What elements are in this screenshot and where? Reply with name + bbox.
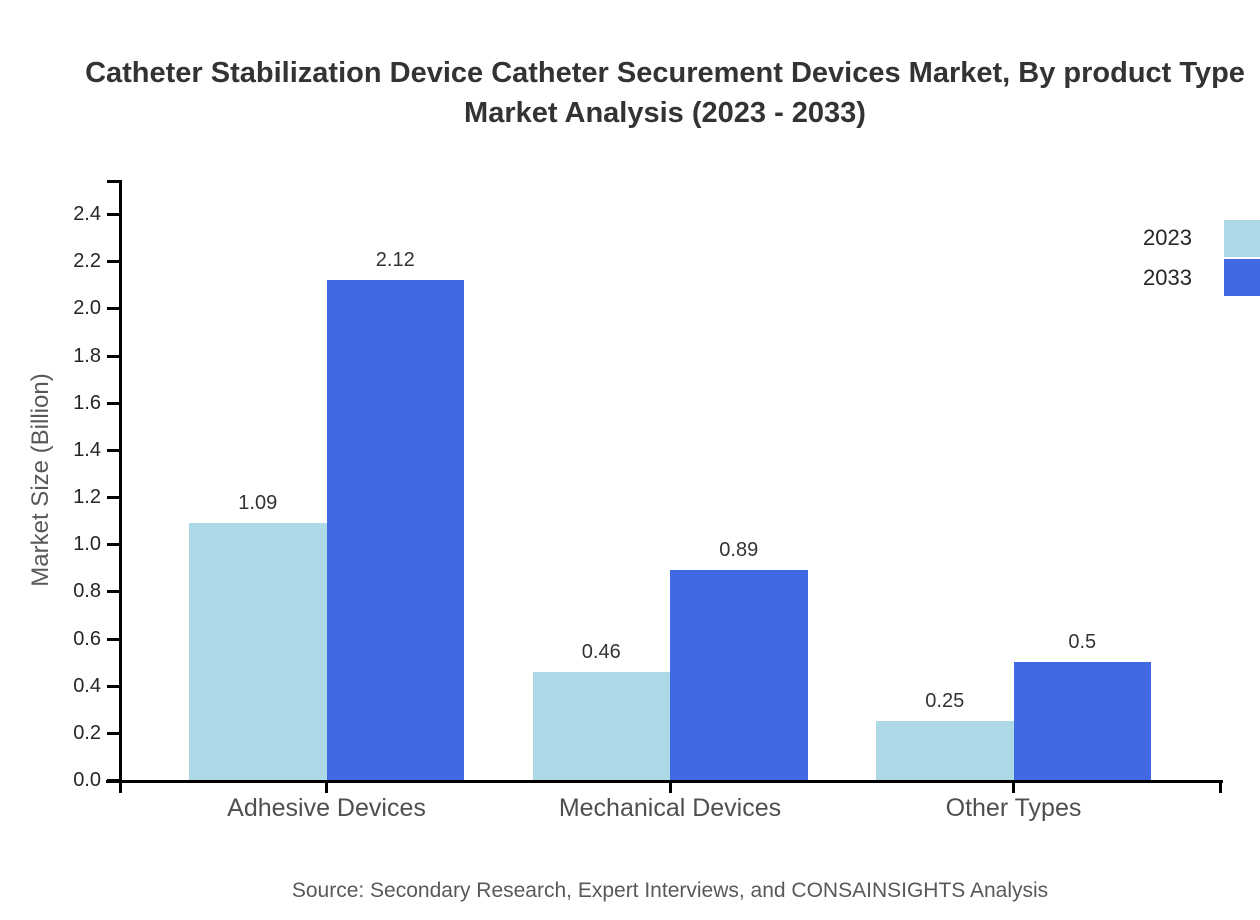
x-axis-spine — [106, 780, 1223, 783]
y-axis-tick-mark — [107, 731, 119, 735]
y-axis-tick-label: 2.4 — [73, 203, 101, 225]
bar-2033-adhesive-devices — [326, 280, 464, 782]
y-axis-tick-mark — [107, 590, 119, 594]
x-axis-label-adhesive-devices: Adhesive Devices — [227, 794, 426, 822]
chart-title-line-1: Catheter Stabilization Device Catheter S… — [85, 57, 1245, 89]
legend-swatch-2023 — [1224, 220, 1260, 257]
y-axis-tick-mark — [107, 354, 119, 358]
bar-value-label-2033-mechanical-devices: 0.89 — [719, 539, 759, 562]
y-axis-tick-mark — [107, 260, 119, 264]
bar-value-label-2023-mechanical-devices: 0.46 — [581, 640, 621, 663]
y-axis-tick-label: 2.2 — [73, 250, 101, 273]
y-axis-end-tick — [107, 180, 119, 183]
chart-title-line-2: Market Analysis (2023 - 2033) — [464, 97, 866, 129]
y-axis-tick-mark — [107, 637, 119, 641]
x-axis-label-mechanical-devices: Mechanical Devices — [558, 794, 782, 822]
y-axis-tick-label: 1.6 — [73, 391, 101, 414]
y-axis-tick-label: 1.8 — [73, 344, 101, 367]
y-axis-tick-mark — [107, 543, 119, 547]
bar-2023-other-types — [876, 721, 1014, 782]
bar-value-label-2033-other-types: 0.5 — [1068, 631, 1097, 654]
bar-2033-other-types — [1013, 662, 1151, 782]
y-axis-tick-label: 1.4 — [73, 438, 101, 461]
y-axis-tick-mark — [107, 496, 119, 499]
bar-2023-mechanical-devices — [532, 671, 670, 782]
x-axis-tick-mark-other-types — [1012, 783, 1015, 793]
legend-swatch-2033 — [1224, 259, 1260, 296]
chart-title: Catheter Stabilization Device Catheter S… — [85, 53, 1245, 133]
y-axis-tick-label: 1.2 — [73, 486, 101, 508]
y-axis-tick-label: 1.0 — [73, 533, 101, 556]
bar-2033-mechanical-devices — [670, 570, 808, 782]
y-axis-tick-mark — [107, 448, 119, 452]
bar-value-label-2023-adhesive-devices: 1.09 — [238, 491, 278, 514]
x-axis-tick-mark-mechanical-devices — [668, 783, 672, 793]
legend-label-2023: 2023 — [1143, 225, 1192, 250]
y-axis-tick-label: 0.0 — [73, 769, 101, 791]
bar-value-label-2033-adhesive-devices: 2.12 — [375, 249, 415, 272]
y-axis-tick-mark — [107, 213, 119, 216]
source-note: Source: Secondary Research, Expert Inter… — [291, 879, 1049, 902]
y-axis-tick-mark — [107, 401, 119, 405]
y-axis-tick-mark — [107, 684, 119, 688]
y-axis-tick-label: 2.0 — [73, 297, 101, 320]
y-axis-spine — [119, 180, 122, 793]
y-axis-tick-mark — [107, 307, 119, 311]
y-axis-tick-label: 0.2 — [73, 721, 101, 744]
bar-value-label-2023-other-types: 0.25 — [925, 690, 965, 713]
y-axis-tick-label: 0.8 — [73, 580, 101, 603]
y-axis-tick-label: 0.6 — [73, 627, 101, 650]
bar-2023-adhesive-devices — [189, 522, 327, 782]
x-axis-tick-mark-adhesive-devices — [325, 783, 328, 793]
y-axis-tick-label: 0.4 — [73, 674, 101, 697]
x-axis-label-other-types: Other Types — [945, 794, 1082, 822]
legend-label-2033: 2033 — [1143, 265, 1192, 290]
x-axis-end-tick — [1219, 783, 1222, 793]
